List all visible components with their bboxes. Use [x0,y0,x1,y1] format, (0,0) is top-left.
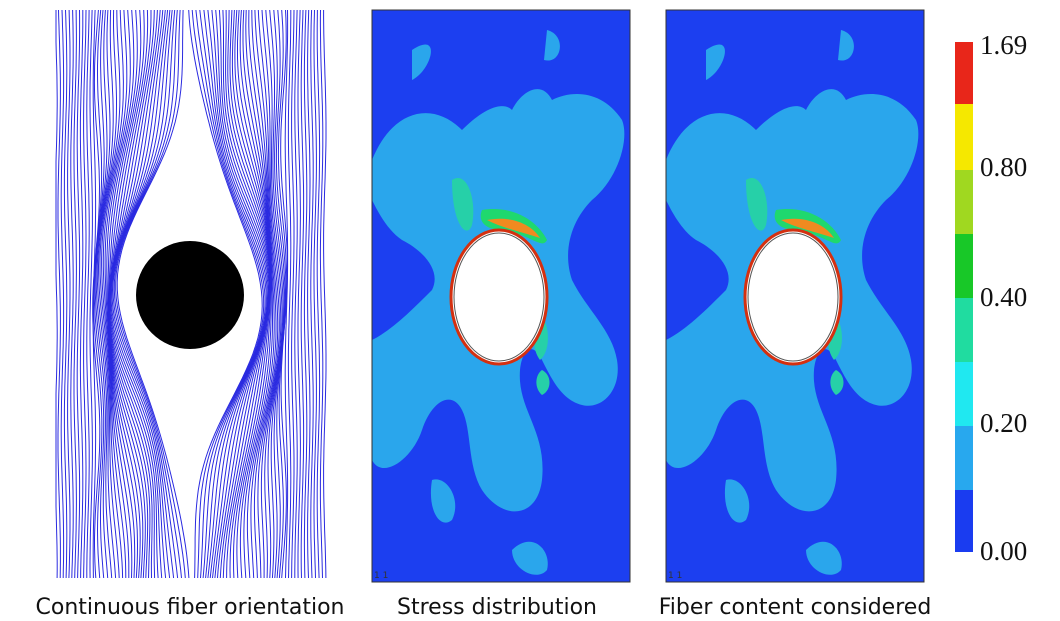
fiber-line [64,10,66,578]
fiber-line [288,10,290,578]
fiber-line [74,10,76,578]
colorbar-label: 1.69 [980,30,1027,60]
fiber-line [84,10,86,578]
fiber-line [301,10,303,578]
fiber-line [71,10,73,578]
corner-label: 1 1 [374,571,388,581]
stress-panel [666,10,924,582]
stress-panel [372,10,630,582]
colorbar-label: 0.00 [980,536,1027,566]
fiber-line [58,10,60,578]
fiber-line [324,10,326,578]
fiber-line [68,10,70,578]
fiber-line [320,10,322,578]
caption: Stress distribution [397,595,597,620]
fiber-line [311,10,313,578]
fiber-line [80,10,82,578]
colorbar-label: 0.80 [980,152,1027,182]
colorbar [955,42,973,552]
fiber-line [87,10,89,578]
fiber-line [56,10,57,578]
colorbar-label: 0.20 [980,408,1027,438]
colorbar-label: 0.40 [980,282,1027,312]
fiber-line [317,10,319,578]
fiber-line [295,10,297,578]
caption: Fiber content considered [659,595,932,620]
hole [136,241,244,349]
figure: 1 1 1 1 1.69 0.80 0.40 0.20 0.00 Continu… [0,0,1060,621]
fiber-line [304,10,306,578]
fiber-line [90,10,92,578]
fiber-line [308,10,310,578]
caption: Continuous fiber orientation [36,595,345,620]
fiber-line [292,10,294,578]
fiber-line [61,10,63,578]
fiber-line [298,10,300,578]
corner-label: 1 1 [668,571,682,581]
fiber-line [314,10,316,578]
fiber-line [77,10,79,578]
